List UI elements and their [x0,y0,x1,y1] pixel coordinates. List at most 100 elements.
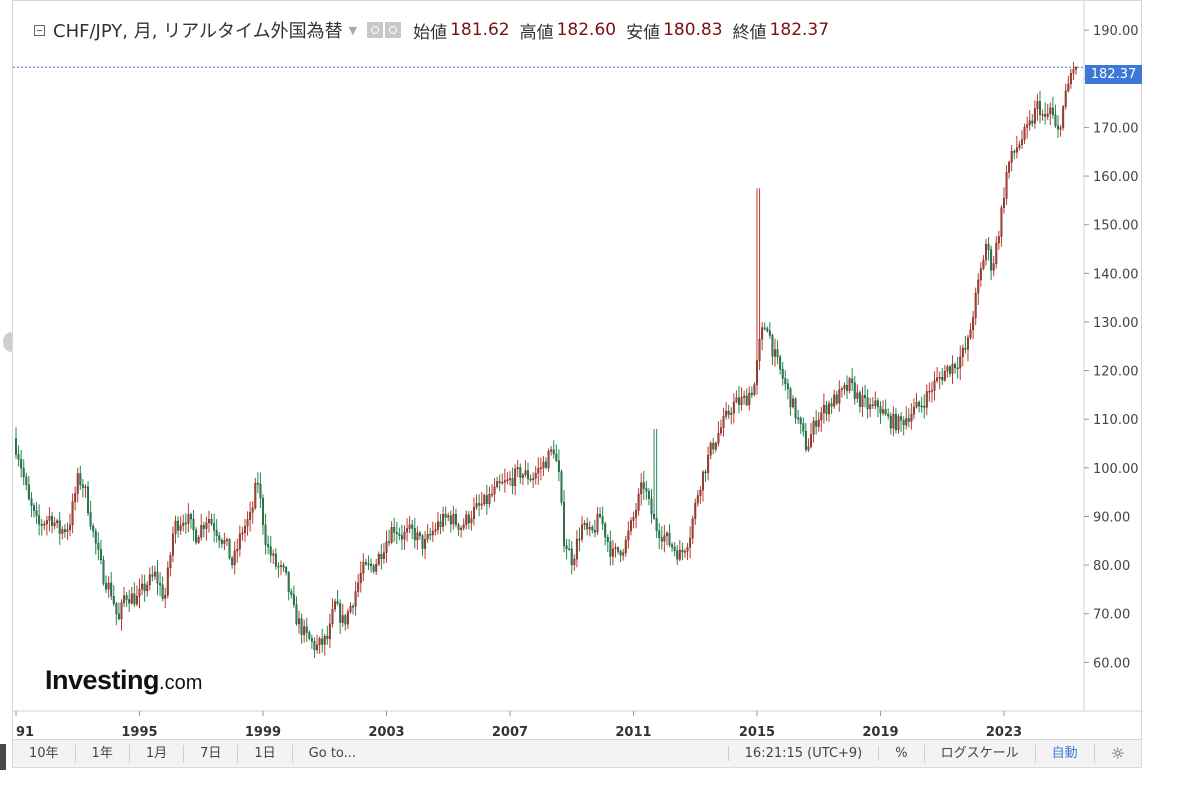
candle-body [583,523,586,526]
candle-body [992,263,995,271]
candles [15,61,1078,658]
collapse-arrow-icon[interactable] [3,332,12,352]
collapse-icon[interactable] [34,24,45,36]
candle-body [382,552,385,559]
candle-body [511,478,514,486]
candle-body [133,593,136,605]
chart-plot[interactable]: 60.00 70.00 80.00 90.00 100.00 110.00 120.00 13… [13,1,1143,741]
candle-body [318,638,321,646]
percent-toggle[interactable]: % [879,744,925,763]
candle-body [591,527,594,531]
clock[interactable]: 16:21:15 (UTC+9) [727,746,880,761]
candle-body [647,491,650,499]
candle-body [676,550,679,560]
candle-body [71,501,74,526]
candle-body [1003,198,1005,208]
candle-body [262,498,264,525]
candle-body [853,382,856,399]
candle-body [830,403,833,407]
y-tick-label: 140.00 [1093,267,1139,282]
range-1d-button[interactable]: 1日 [238,744,293,763]
eye-icon[interactable] [367,22,384,38]
candle-body [40,524,43,526]
candle-body [894,413,897,431]
y-tick-label: 70.00 [1093,608,1130,623]
candle-body [228,539,231,559]
candle-body [966,337,969,350]
candle-body [179,525,182,531]
candle-body [933,380,936,391]
candle-body [948,366,951,374]
candle-body [835,394,838,404]
candle-body [15,438,17,455]
candle-body [403,531,406,540]
candle-body [35,510,38,516]
range-1m-button[interactable]: 1月 [130,744,185,763]
candle-body [76,473,79,494]
candle-body [25,476,28,485]
candle-body [779,356,782,370]
candle-body [923,405,926,408]
x-tick-label: 1995 [121,725,157,740]
candle-body [130,593,133,604]
range-1y-button[interactable]: 1年 [76,744,130,763]
candle-body [1072,69,1075,74]
y-tick-label: 130.00 [1093,316,1139,331]
candle-body [231,558,234,566]
candle-body [617,547,620,552]
candle-body [503,480,506,483]
symbol-title[interactable]: CHF/JPY, 月, リアルタイム外国為替 [53,21,343,42]
chevron-down-icon[interactable]: ▼ [348,23,358,37]
candle-body [17,454,20,460]
x-tick-label: 2015 [739,725,775,740]
candle-body [825,404,828,415]
candle-body [148,574,151,586]
candle-body [295,604,298,625]
candle-body [918,402,921,407]
candle-body [166,567,169,596]
candle-body [372,565,375,572]
candle-body [462,524,465,529]
gear-icon[interactable]: ☼ [1093,744,1141,763]
candle-body [712,442,715,450]
goto-button[interactable]: Go to... [308,745,357,761]
x-tick-label: 2007 [492,725,528,740]
x-tick-label: 2023 [986,725,1022,740]
candle-body [92,526,95,532]
candle-body [812,420,815,435]
candle-body [38,515,41,525]
candle-body [840,388,843,390]
candle-body [701,471,704,491]
candle-body [488,493,491,504]
candle-body [364,562,367,565]
candle-body [1015,147,1018,153]
settings-icon[interactable] [385,22,402,38]
range-10y-button[interactable]: 10年 [13,744,76,763]
candle-body [282,565,285,568]
candle-body [485,495,488,504]
candle-body [1005,172,1008,199]
candle-body [246,519,249,527]
candle-body [362,562,365,574]
candle-body [390,527,393,543]
logo-tld: .com [159,672,203,694]
candle-body [377,554,380,565]
candle-body [202,525,205,529]
candle-body [959,356,962,369]
candle-body [431,531,434,536]
log-scale-toggle[interactable]: ログスケール [925,744,1036,763]
candle-body [897,416,900,431]
candle-body [663,535,666,542]
candle-body [817,419,820,427]
candle-body [658,530,661,538]
candle-body [506,479,509,481]
candle-body [496,481,499,487]
candle-body [1039,101,1041,115]
candle-body [110,582,113,597]
candle-body [267,544,270,547]
candle-body [480,503,483,506]
range-7d-button[interactable]: 7日 [184,744,239,763]
auto-scale-toggle[interactable]: 自動 [1051,745,1078,761]
candle-body [563,501,565,546]
candle-body [671,544,674,548]
